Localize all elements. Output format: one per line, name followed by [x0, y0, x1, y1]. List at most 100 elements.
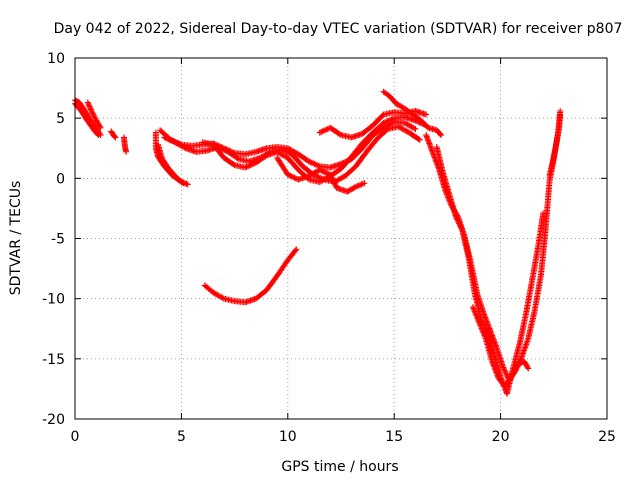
data-point	[472, 311, 479, 318]
data-point	[393, 100, 400, 107]
data-point	[438, 132, 445, 139]
data-point	[112, 134, 119, 141]
data-point	[319, 168, 326, 175]
data-point	[316, 166, 323, 173]
data-point	[242, 164, 249, 171]
data-point	[331, 180, 338, 187]
series-arc-low	[201, 246, 300, 306]
data-point	[307, 159, 314, 166]
data-point	[476, 321, 483, 328]
data-point	[359, 180, 366, 187]
data-point	[456, 221, 463, 228]
data-point	[455, 219, 462, 226]
data-point	[96, 123, 103, 130]
data-point	[111, 133, 118, 140]
data-point	[452, 213, 459, 220]
data-point	[310, 160, 317, 167]
data-point	[500, 364, 507, 371]
data-point	[221, 147, 228, 154]
series-arc-mid-dip-b	[154, 141, 187, 187]
y-tick-label: -15	[42, 352, 65, 368]
data-point	[286, 150, 293, 157]
data-point	[415, 136, 422, 143]
data-point	[513, 364, 520, 371]
series-arc-short-2	[120, 134, 130, 155]
data-point	[292, 175, 299, 182]
x-tick-label: 20	[492, 429, 510, 445]
data-point	[222, 147, 229, 154]
data-point	[358, 181, 365, 188]
data-point	[234, 155, 241, 162]
data-point	[318, 167, 325, 174]
data-point	[416, 136, 423, 143]
data-point	[457, 223, 464, 230]
data-point	[293, 246, 300, 253]
data-point	[411, 125, 418, 132]
data-point	[474, 315, 481, 322]
data-point	[384, 118, 391, 125]
data-point	[477, 322, 484, 329]
data-point	[517, 360, 524, 367]
data-point	[482, 333, 489, 340]
data-point	[219, 146, 226, 153]
data-point	[311, 160, 318, 167]
data-point	[514, 361, 521, 368]
data-point	[285, 149, 292, 156]
data-point	[316, 129, 323, 136]
series-arc-band-4	[274, 154, 368, 195]
data-point	[243, 163, 250, 170]
y-tick-label: 10	[47, 51, 65, 67]
y-tick-label: -10	[42, 292, 65, 308]
data-point	[475, 316, 482, 323]
data-point	[509, 371, 516, 378]
data-point	[286, 172, 293, 179]
data-point	[292, 247, 299, 254]
data-point	[324, 170, 331, 177]
data-point	[230, 161, 237, 168]
data-point	[380, 119, 387, 126]
data-point	[283, 148, 290, 155]
data-point	[423, 111, 430, 118]
data-point	[475, 318, 482, 325]
data-point	[86, 103, 93, 110]
data-point	[323, 169, 330, 176]
data-point	[508, 372, 515, 379]
data-point	[389, 115, 396, 122]
data-point	[385, 117, 392, 124]
data-points	[72, 88, 564, 397]
data-point	[123, 148, 130, 155]
data-point	[179, 179, 186, 186]
data-point	[290, 174, 297, 181]
data-point	[510, 369, 517, 376]
series-arc-early-c	[84, 99, 104, 131]
data-point	[327, 171, 334, 178]
data-point	[453, 215, 460, 222]
data-point	[508, 373, 515, 380]
data-point	[479, 326, 486, 333]
data-point	[248, 161, 255, 168]
data-point	[308, 159, 315, 166]
data-point	[388, 116, 395, 123]
data-point	[479, 328, 486, 335]
data-point	[331, 179, 338, 186]
data-point	[454, 216, 461, 223]
data-point	[330, 178, 337, 185]
data-point	[412, 125, 419, 132]
data-point	[456, 220, 463, 227]
x-tick-label: 15	[385, 429, 403, 445]
data-point	[169, 138, 176, 145]
data-point	[383, 118, 390, 125]
data-point	[473, 312, 480, 319]
data-point	[352, 183, 359, 190]
data-point	[480, 329, 487, 336]
data-point	[168, 137, 175, 144]
data-point	[218, 145, 225, 152]
data-point	[357, 181, 364, 188]
data-point	[328, 174, 335, 181]
data-point	[184, 181, 191, 188]
series-arc-recovery	[546, 111, 564, 179]
y-tick-label: 0	[56, 171, 65, 187]
data-point	[244, 163, 251, 170]
x-tick-label: 10	[279, 429, 297, 445]
